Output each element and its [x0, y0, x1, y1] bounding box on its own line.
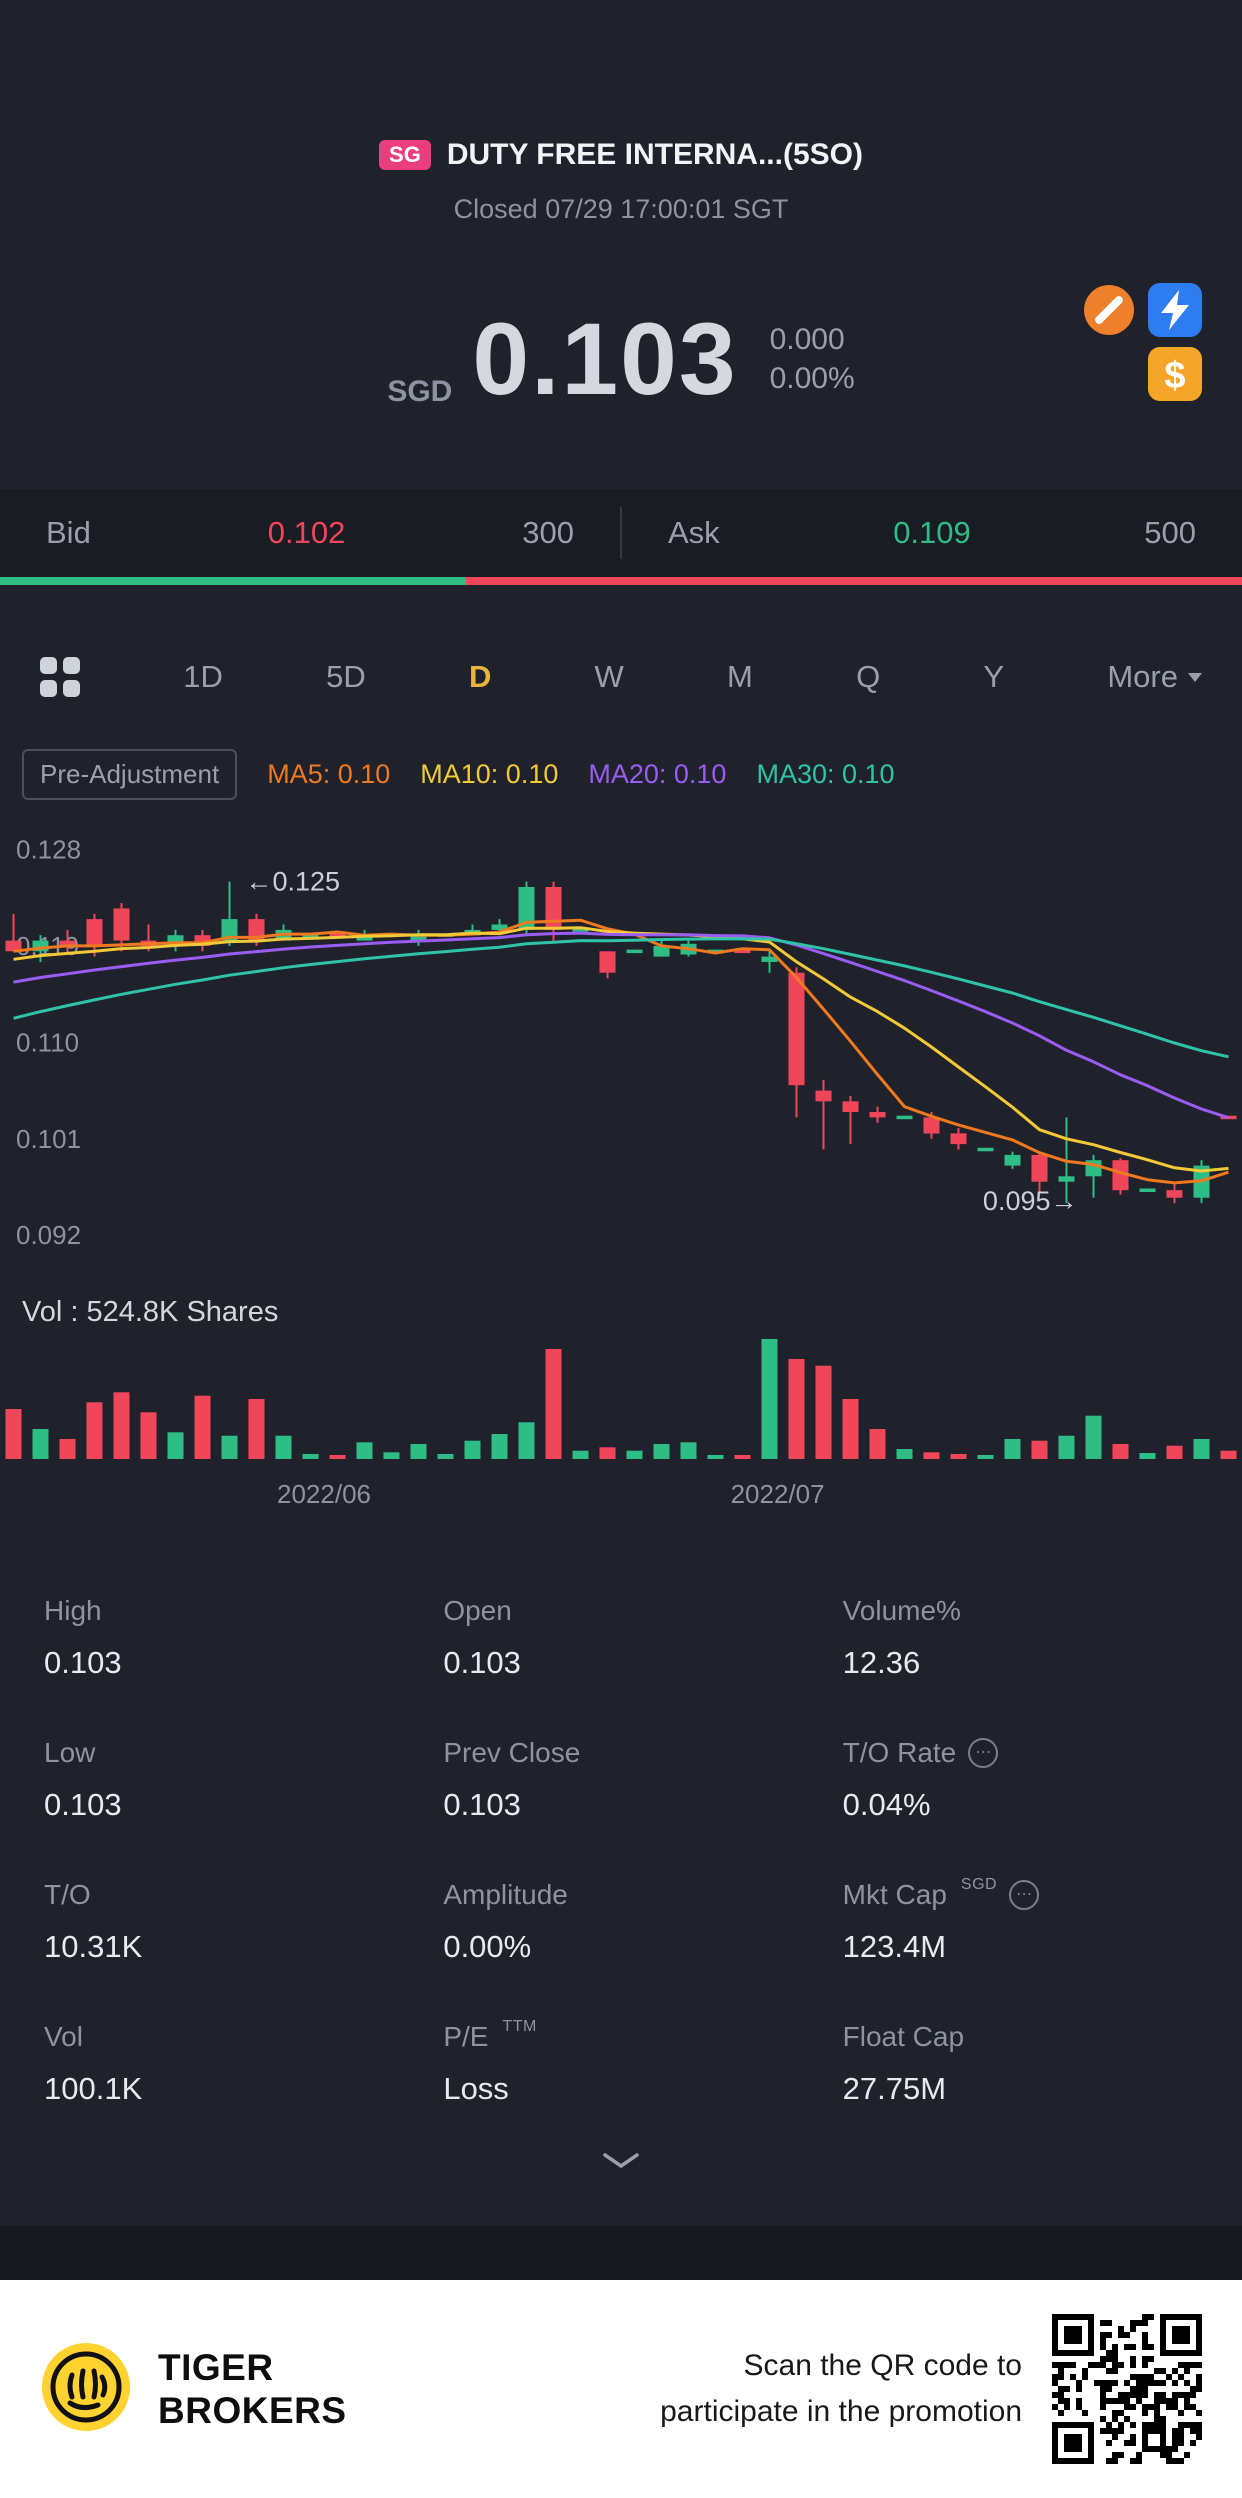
period-toolbar: 1D 5D D W M Q Y More: [0, 629, 1242, 725]
change-percent: 0.00%: [769, 362, 855, 395]
stat-to: T/O 10.31K: [44, 1879, 143, 1964]
brand-name: TIGER BROKERS: [158, 2347, 347, 2431]
bid-label: Bid: [46, 515, 91, 550]
market-status: Closed 07/29 17:00:01 SGT: [453, 194, 789, 224]
stat-pe: P/E TTM Loss: [443, 2018, 537, 2106]
tab-month[interactable]: M: [727, 659, 753, 694]
svg-text:0.101: 0.101: [16, 1124, 81, 1154]
currency-label: SGD: [387, 375, 453, 408]
indicator-row: Pre-Adjustment MA5: 0.10 MA10: 0.10 MA20…: [0, 749, 1242, 800]
tab-week[interactable]: W: [594, 659, 624, 694]
market-badge: SG: [379, 140, 431, 170]
svg-text:0.128: 0.128: [16, 835, 81, 865]
stat-prev-close: Prev Close 0.103: [443, 1737, 581, 1822]
flash-order-icon[interactable]: [1148, 283, 1202, 337]
quick-actions: $: [1082, 283, 1204, 401]
bid-ask-ratio-bar: [0, 577, 1242, 585]
stat-low: Low 0.103: [44, 1737, 122, 1822]
volume-chart[interactable]: 2022/06 2022/07: [0, 1339, 1242, 1515]
price-section: SGD 0.103 0.000 0.00% $: [0, 283, 1242, 435]
last-price: 0.103: [472, 302, 738, 416]
page-title: DUTY FREE INTERNA...(5SO): [446, 138, 863, 171]
bid-ratio-segment: [0, 577, 466, 585]
volume-label: Vol : 524.8K Shares: [22, 1296, 279, 1328]
stat-vol: Vol 100.1K: [44, 2021, 143, 2106]
stat-high: High 0.103: [44, 1595, 122, 1680]
chevron-down-icon: [1187, 673, 1202, 689]
ask-price: 0.109: [893, 515, 971, 550]
svg-text:0.110: 0.110: [16, 1027, 79, 1057]
more-label: More: [1107, 659, 1178, 694]
stats-grid: High 0.103 Open 0.103 Volume% 12.36 Low …: [0, 1595, 1242, 2107]
promo-footer: TIGER BROKERS Scan the QR code to partic…: [0, 2280, 1242, 2498]
svg-text:←0.125: ←0.125: [246, 867, 341, 897]
bid-side[interactable]: Bid 0.102 300: [0, 515, 620, 551]
footer-separator: [0, 2226, 1242, 2280]
bid-price: 0.102: [267, 515, 346, 550]
ma5-legend: MA5: 0.10: [267, 759, 391, 789]
pre-adjustment-button[interactable]: Pre-Adjustment: [22, 749, 238, 800]
ask-side[interactable]: Ask 0.109 500: [622, 515, 1242, 551]
stat-float-cap: Float Cap 27.75M: [842, 2021, 965, 2106]
promotion-dollar-icon[interactable]: $: [1148, 347, 1202, 401]
svg-text:0.092: 0.092: [16, 1220, 81, 1250]
ma10-legend: MA10: 0.10: [420, 759, 559, 789]
bid-ask-panel: Bid 0.102 300 Ask 0.109 500: [0, 489, 1242, 585]
tab-day[interactable]: D: [468, 659, 492, 694]
svg-text:$: $: [1164, 355, 1185, 397]
ma20-legend: MA20: 0.10: [588, 759, 727, 789]
ask-label: Ask: [668, 515, 720, 550]
more-menu[interactable]: More: [1107, 659, 1202, 695]
promo-text: Scan the QR code to participate in the p…: [660, 2349, 1022, 2428]
stat-open: Open 0.103: [443, 1595, 521, 1680]
tab-1d[interactable]: 1D: [183, 659, 223, 694]
ma30-legend: MA30: 0.10: [756, 759, 895, 789]
change-value: 0.000: [769, 323, 845, 356]
qr-code: [1052, 2314, 1202, 2464]
tab-quarter[interactable]: Q: [856, 659, 881, 694]
layout-grid-icon[interactable]: [40, 657, 80, 697]
header: SG DUTY FREE INTERNA...(5SO): [0, 138, 1242, 172]
tab-year[interactable]: Y: [983, 659, 1005, 694]
stat-to-rate: T/O Rate 0.04%: [843, 1737, 1242, 1823]
ask-size: 500: [1144, 515, 1196, 550]
info-icon[interactable]: [968, 1738, 999, 1768]
price-change: 0.000 0.00%: [770, 320, 855, 398]
tiger-logo: [40, 2341, 132, 2438]
info-icon[interactable]: [1009, 1880, 1040, 1910]
bid-size: 300: [522, 515, 574, 550]
stat-amplitude: Amplitude 0.00%: [443, 1879, 568, 1964]
svg-text:2022/07: 2022/07: [731, 1479, 825, 1509]
stat-volume-pct: Volume% 12.36: [842, 1595, 961, 1680]
no-comment-icon[interactable]: [1082, 283, 1136, 337]
svg-text:0.095→: 0.095→: [983, 1186, 1078, 1216]
expand-chevron-icon: [603, 2153, 639, 2169]
svg-text:2022/06: 2022/06: [277, 1479, 371, 1509]
tab-5d[interactable]: 5D: [326, 659, 366, 694]
ask-ratio-segment: [465, 577, 1242, 585]
bid-ask-divider: [620, 507, 622, 559]
expand-stats-button[interactable]: [0, 2141, 1242, 2181]
